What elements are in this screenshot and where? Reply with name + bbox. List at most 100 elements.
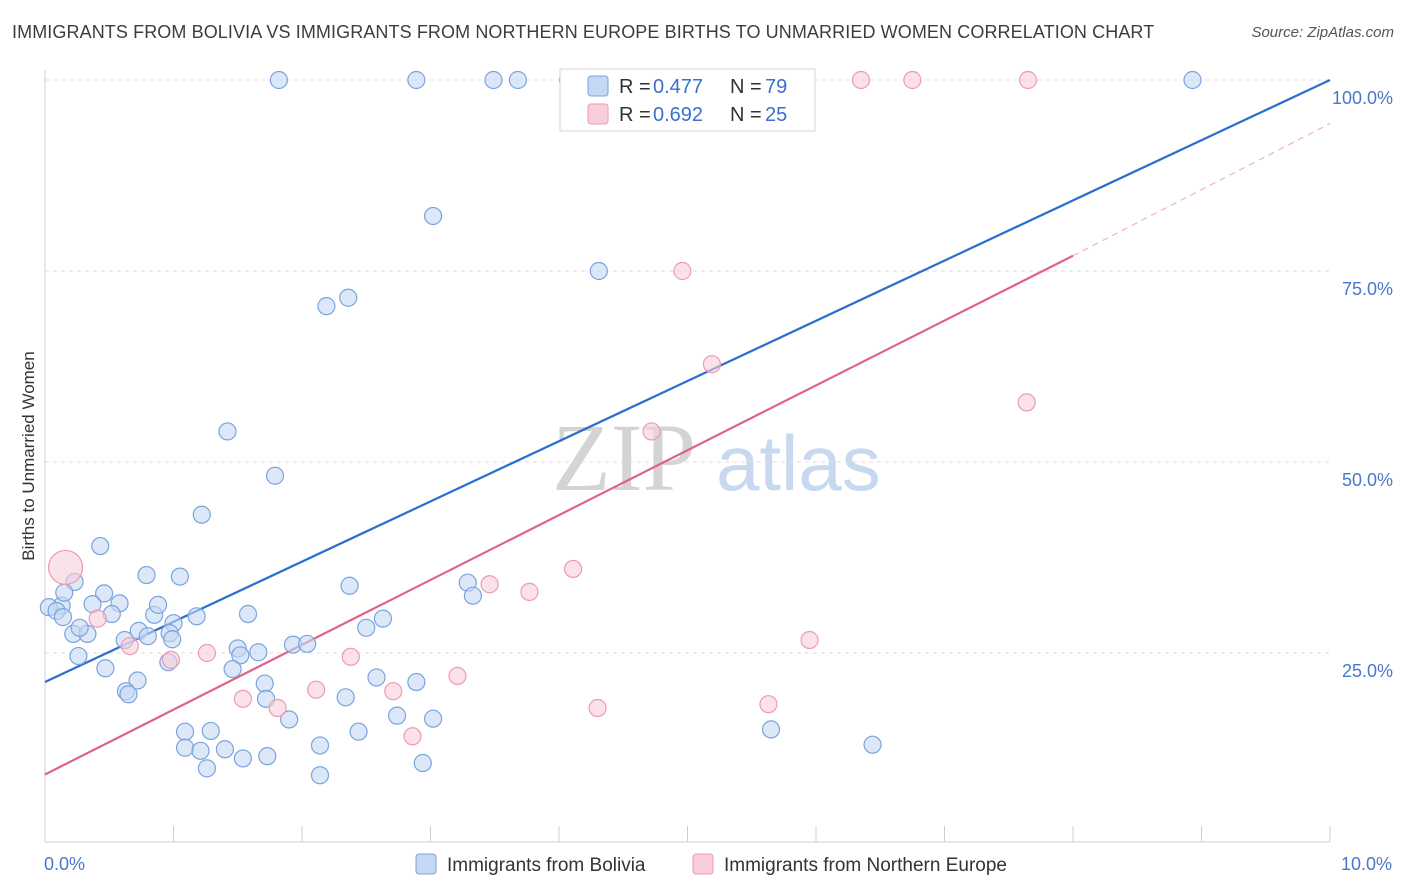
point-bolivia xyxy=(298,634,317,653)
point-bolivia xyxy=(95,584,114,603)
point-northern-europe xyxy=(702,355,722,374)
point-bolivia xyxy=(269,70,288,90)
point-northern-europe xyxy=(307,680,326,699)
point-bolivia xyxy=(137,565,156,585)
legend-r-value-1: 0.477 xyxy=(653,76,703,98)
point-bolivia xyxy=(349,722,368,741)
point-bolivia xyxy=(310,736,330,755)
watermark-atlas: atlas xyxy=(716,419,881,507)
point-bolivia xyxy=(96,659,115,678)
point-bolivia xyxy=(265,466,285,485)
point-northern-europe xyxy=(448,666,467,686)
bottom-legend-swatch-bolivia xyxy=(415,853,437,875)
point-northern-europe xyxy=(564,559,583,579)
point-bolivia xyxy=(249,643,268,662)
point-bolivia xyxy=(215,740,234,759)
point-northern-europe xyxy=(673,261,692,281)
gridlines: 25.0% 50.0% 75.0% 100.0% xyxy=(45,79,1393,681)
point-bolivia xyxy=(367,668,386,687)
point-bolivia xyxy=(148,595,168,614)
legend-swatch-bolivia xyxy=(587,75,609,97)
point-northern-europe xyxy=(759,695,778,714)
point-bolivia xyxy=(280,710,299,729)
series-legend: Immigrants from Bolivia Immigrants from … xyxy=(415,853,1007,876)
point-bolivia xyxy=(201,721,220,741)
point-northern-europe xyxy=(403,727,422,746)
bottom-legend-swatch-northern-europe xyxy=(692,853,714,875)
bottom-legend-label-northern-europe: Immigrants from Northern Europe xyxy=(724,855,1007,876)
legend-r-value-2: 0.692 xyxy=(653,104,703,126)
point-bolivia xyxy=(175,738,195,757)
point-bolivia xyxy=(218,422,237,441)
x-tick-label-min: 0.0% xyxy=(44,854,85,874)
bottom-legend-label-bolivia: Immigrants from Bolivia xyxy=(447,855,646,876)
point-bolivia xyxy=(407,70,426,90)
legend-n-label-2: N = xyxy=(730,104,762,126)
point-bolivia xyxy=(339,288,358,307)
legend-r-label-1: R = xyxy=(619,76,651,98)
point-bolivia xyxy=(175,722,195,741)
point-bolivia xyxy=(357,618,376,637)
point-bolivia xyxy=(55,583,74,602)
y-axis-label: Births to Unmarried Women xyxy=(19,351,38,560)
point-bolivia xyxy=(138,627,157,646)
point-bolivia xyxy=(163,630,182,649)
point-bolivia xyxy=(191,741,210,760)
legend-box: R = 0.477 N = 79 R = 0.692 N = 25 xyxy=(559,68,816,132)
legend-n-value-2: 25 xyxy=(765,104,787,126)
point-northern-europe xyxy=(268,698,287,718)
chart-title: IMMIGRANTS FROM BOLIVIA VS IMMIGRANTS FR… xyxy=(12,22,1155,42)
point-northern-europe xyxy=(851,70,871,90)
point-bolivia xyxy=(53,607,73,627)
trend-line-northern-europe-extension xyxy=(1072,123,1331,257)
point-bolivia xyxy=(238,604,258,624)
x-tick-label-max: 10.0% xyxy=(1341,854,1392,874)
point-bolivia xyxy=(223,659,242,679)
point-northern-europe xyxy=(341,647,360,666)
trend-lines xyxy=(44,79,1331,776)
point-northern-europe xyxy=(233,689,252,708)
point-bolivia xyxy=(863,735,882,754)
point-bolivia xyxy=(387,706,407,725)
point-bolivia xyxy=(119,685,138,704)
point-bolivia xyxy=(407,672,426,692)
point-bolivia xyxy=(233,749,252,768)
point-bolivia xyxy=(508,70,527,90)
data-points xyxy=(39,70,1202,785)
point-bolivia xyxy=(170,567,190,586)
point-bolivia xyxy=(413,753,432,773)
point-bolivia xyxy=(589,261,608,281)
legend-n-value-1: 79 xyxy=(765,76,787,98)
point-bolivia xyxy=(340,576,359,595)
point-northern-europe xyxy=(197,643,217,663)
point-northern-europe xyxy=(161,650,181,669)
point-bolivia xyxy=(1183,70,1202,90)
source-label: Source: ZipAtlas.com xyxy=(1251,24,1394,41)
y-tick-label: 25.0% xyxy=(1342,661,1393,681)
point-bolivia xyxy=(258,747,277,766)
point-northern-europe xyxy=(480,575,499,594)
point-northern-europe xyxy=(800,630,819,650)
point-bolivia xyxy=(197,759,217,778)
point-bolivia xyxy=(463,586,483,605)
point-northern-europe xyxy=(588,698,607,718)
point-bolivia xyxy=(128,671,147,690)
point-bolivia xyxy=(761,720,781,739)
axis-ticks xyxy=(44,826,1331,842)
point-northern-europe xyxy=(384,682,403,701)
point-northern-europe xyxy=(120,637,139,656)
legend-swatch-northern-europe xyxy=(587,103,609,125)
trend-line-bolivia xyxy=(44,79,1331,684)
legend-n-label-1: N = xyxy=(730,76,762,98)
point-bolivia xyxy=(70,618,89,637)
point-bolivia xyxy=(255,674,274,693)
y-tick-label: 50.0% xyxy=(1342,470,1393,490)
point-bolivia xyxy=(336,688,355,707)
point-bolivia xyxy=(484,70,503,90)
point-bolivia xyxy=(192,505,211,524)
trend-line-northern-europe xyxy=(44,254,1074,776)
point-northern-europe xyxy=(47,549,84,586)
point-northern-europe xyxy=(1018,70,1038,90)
point-bolivia xyxy=(373,609,393,628)
